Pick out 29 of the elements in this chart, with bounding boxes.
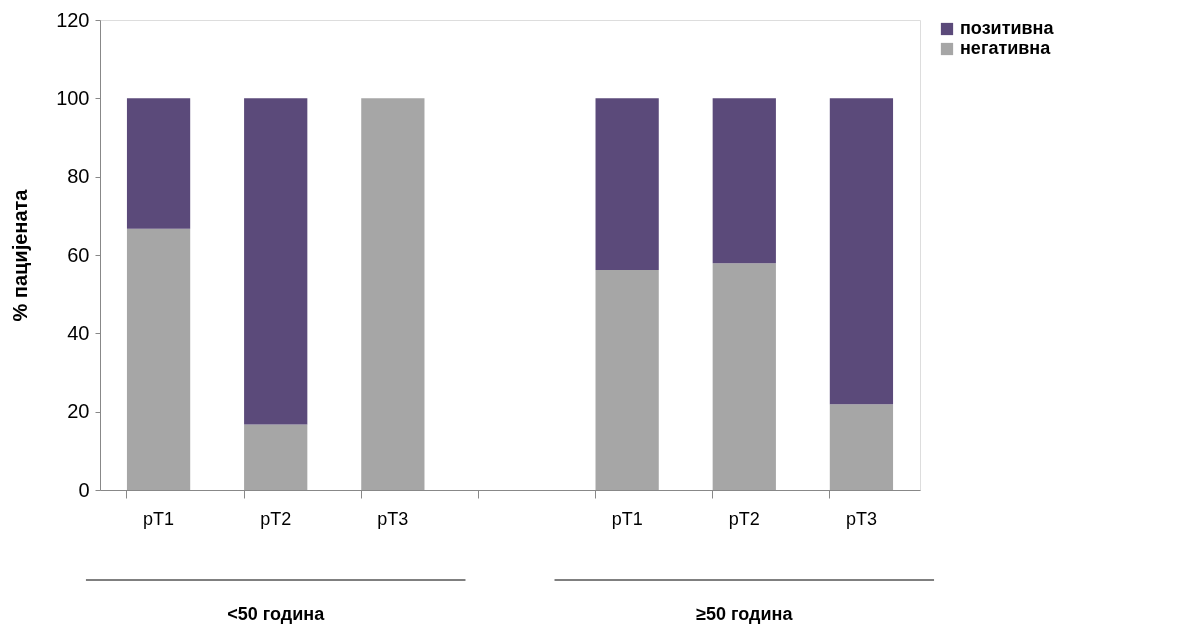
- y-tick-label: 0: [78, 478, 90, 501]
- bar: [712, 98, 776, 264]
- y-tick-label: 100: [56, 86, 90, 109]
- bar: [244, 98, 308, 425]
- legend-label: позитивна: [960, 18, 1055, 38]
- y-tick-label: 40: [67, 321, 90, 344]
- bar: [829, 404, 894, 490]
- bar: [126, 228, 191, 490]
- y-axis-title: % пацијената: [9, 188, 32, 322]
- x-tick-label: pT1: [143, 508, 175, 529]
- bar: [595, 269, 659, 490]
- bar: [595, 98, 659, 270]
- bar: [829, 98, 894, 405]
- x-tick-label: pT2: [728, 508, 760, 529]
- y-tick-label: 120: [56, 8, 90, 31]
- bar: [712, 263, 776, 490]
- text: ≥50 година: [696, 604, 794, 624]
- x-tick-label: pT2: [260, 508, 292, 529]
- y-tick-label: 60: [67, 243, 90, 266]
- text: <50 година: [227, 604, 326, 624]
- x-tick-label: pT3: [845, 508, 877, 529]
- bar: [244, 424, 308, 490]
- x-tick-label: pT3: [377, 508, 409, 529]
- legend-label: негативна: [960, 38, 1052, 58]
- x-tick-label: pT1: [611, 508, 643, 529]
- bar: [126, 98, 191, 229]
- y-tick-label: 20: [67, 400, 90, 423]
- y-tick-label: 80: [67, 165, 90, 188]
- bar: [361, 98, 425, 490]
